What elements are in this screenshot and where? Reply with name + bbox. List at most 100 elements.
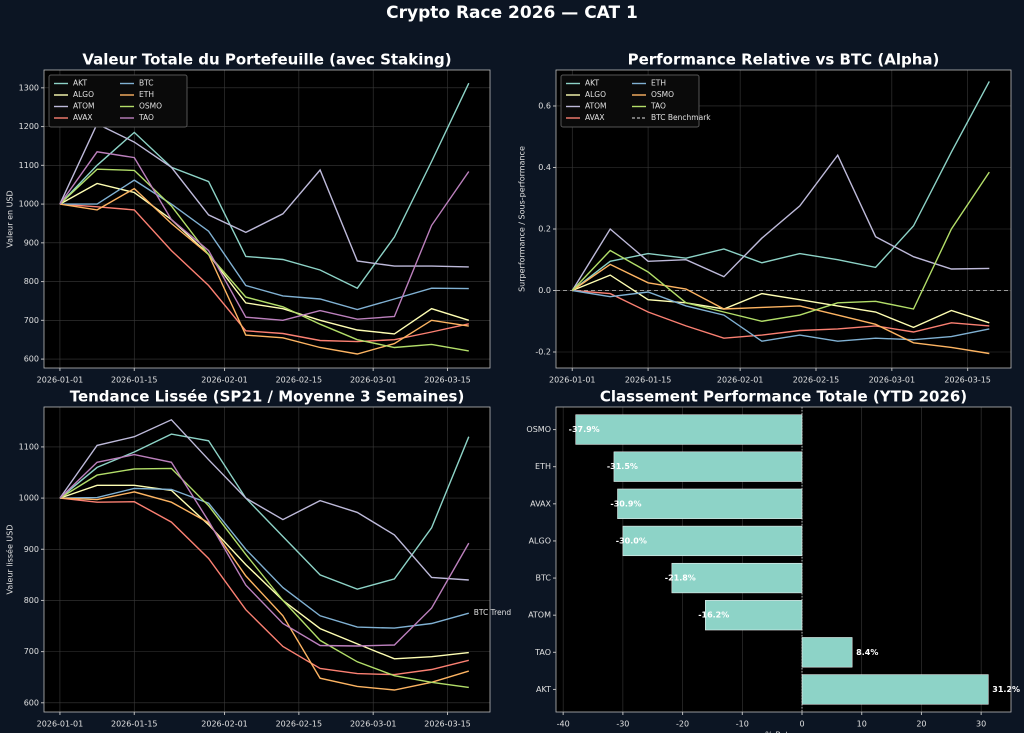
chart-title: Performance Relative vs BTC (Alpha) — [628, 51, 940, 69]
legend-label: ALGO — [585, 90, 606, 99]
series-line — [59, 82, 470, 290]
series-line — [59, 491, 470, 691]
series-line — [59, 203, 469, 343]
x-tick-label: 2026-03-15 — [944, 376, 991, 385]
bar — [671, 562, 803, 594]
y-tick-label: 700 — [24, 316, 39, 325]
bar — [801, 674, 989, 705]
x-tick-label: 2026-03-01 — [869, 376, 916, 385]
x-tick-label: 2026-01-15 — [625, 376, 672, 385]
y-tick-label: OSMO — [526, 425, 551, 434]
y-tick-label: 700 — [24, 647, 39, 656]
y-tick-label: 0.6 — [538, 101, 551, 110]
x-tick-label: 2026-02-01 — [201, 376, 248, 385]
bar — [613, 451, 803, 482]
x-tick-label: 2026-02-15 — [793, 376, 840, 385]
x-tick-label: 2026-01-01 — [37, 376, 84, 385]
series-line — [59, 187, 469, 355]
series-line — [59, 487, 469, 629]
y-tick-label: 600 — [24, 698, 39, 707]
series-line — [59, 418, 469, 581]
x-tick-label: -40 — [557, 720, 570, 729]
series-line — [59, 467, 469, 689]
x-tick-label: 2026-02-01 — [201, 720, 248, 729]
series-line — [571, 263, 990, 355]
bar — [705, 600, 803, 631]
series-line — [59, 151, 470, 322]
y-tick-label: 800 — [24, 596, 39, 605]
x-tick-label: 10 — [857, 720, 867, 729]
value-label: 31.2% — [992, 685, 1020, 694]
legend-label: AVAX — [73, 113, 93, 122]
y-tick-label: 900 — [24, 238, 39, 247]
bar — [622, 525, 803, 557]
y-tick-label: 1300 — [19, 83, 39, 92]
legend-label: AKT — [73, 79, 87, 88]
value-label: 8.4% — [856, 648, 878, 657]
bar — [801, 637, 853, 668]
x-tick-label: 0 — [799, 720, 804, 729]
legend-box — [48, 74, 188, 128]
x-tick-label: 2026-02-15 — [276, 376, 323, 385]
series-line — [572, 289, 990, 339]
legend-label: TAO — [650, 102, 666, 111]
series-line — [572, 274, 990, 329]
series-line — [571, 171, 990, 323]
series-line — [571, 153, 990, 291]
legend-label: OSMO — [651, 90, 674, 99]
x-tick-label: -10 — [736, 720, 749, 729]
series-line — [59, 484, 469, 660]
x-tick-label: 2026-02-01 — [717, 376, 764, 385]
y-tick-label: TAO — [534, 648, 551, 657]
x-tick-label: 2026-02-15 — [276, 720, 323, 729]
y-axis-label: Valeur en USD — [6, 190, 15, 247]
legend-label: ATOM — [73, 102, 95, 111]
series-line — [59, 433, 470, 590]
y-tick-label: AVAX — [530, 499, 551, 508]
chart-title: Tendance Lissée (SP21 / Moyenne 3 Semain… — [70, 388, 465, 406]
x-tick-label: 2026-03-01 — [350, 720, 397, 729]
legend-label: ETH — [139, 90, 154, 99]
legend-label: TAO — [138, 113, 154, 122]
y-tick-label: 0.4 — [538, 163, 551, 172]
legend-label: ALGO — [73, 90, 94, 99]
legend-label: AVAX — [585, 113, 605, 122]
y-axis-label: Surperformance / Sous-performance — [518, 146, 527, 292]
series-line — [59, 182, 470, 335]
x-tick-label: 2026-01-15 — [111, 720, 158, 729]
y-tick-label: 800 — [24, 277, 39, 286]
value-label: -30.9% — [610, 499, 641, 508]
y-tick-label: -0.2 — [535, 348, 551, 357]
y-tick-label: AKT — [536, 685, 551, 694]
x-axis-label: % Retour — [765, 731, 802, 733]
y-tick-label: 900 — [24, 545, 39, 554]
bar — [575, 414, 803, 445]
series-line — [59, 122, 469, 268]
annotation: BTC Trend — [474, 608, 512, 617]
y-tick-label: ALGO — [529, 536, 551, 545]
legend-label: BTC — [139, 79, 154, 88]
legend-label: ATOM — [585, 102, 607, 111]
chart-title: Valeur Totale du Portefeuille (avec Stak… — [82, 51, 451, 69]
plot-area — [44, 407, 490, 712]
x-tick-label: -20 — [676, 720, 689, 729]
legend-box — [560, 74, 700, 128]
series-line — [59, 179, 469, 311]
value-label: -16.2% — [698, 611, 729, 620]
value-label: -21.8% — [665, 574, 696, 583]
axes-frame — [555, 406, 1012, 713]
y-tick-label: 0.2 — [538, 224, 551, 233]
x-tick-label: 2026-01-01 — [37, 720, 84, 729]
series-line — [572, 289, 990, 342]
y-tick-label: 1000 — [19, 200, 39, 209]
series-line — [59, 497, 469, 676]
x-tick-label: 2026-01-01 — [549, 376, 596, 385]
figure-title: Crypto Race 2026 — CAT 1 — [386, 3, 638, 23]
y-tick-label: 1200 — [19, 122, 39, 131]
y-tick-label: 1100 — [19, 442, 39, 451]
x-tick-label: 30 — [976, 720, 986, 729]
value-label: -30.0% — [616, 536, 647, 545]
value-label: -31.5% — [607, 462, 638, 471]
y-tick-label: 600 — [24, 355, 39, 364]
